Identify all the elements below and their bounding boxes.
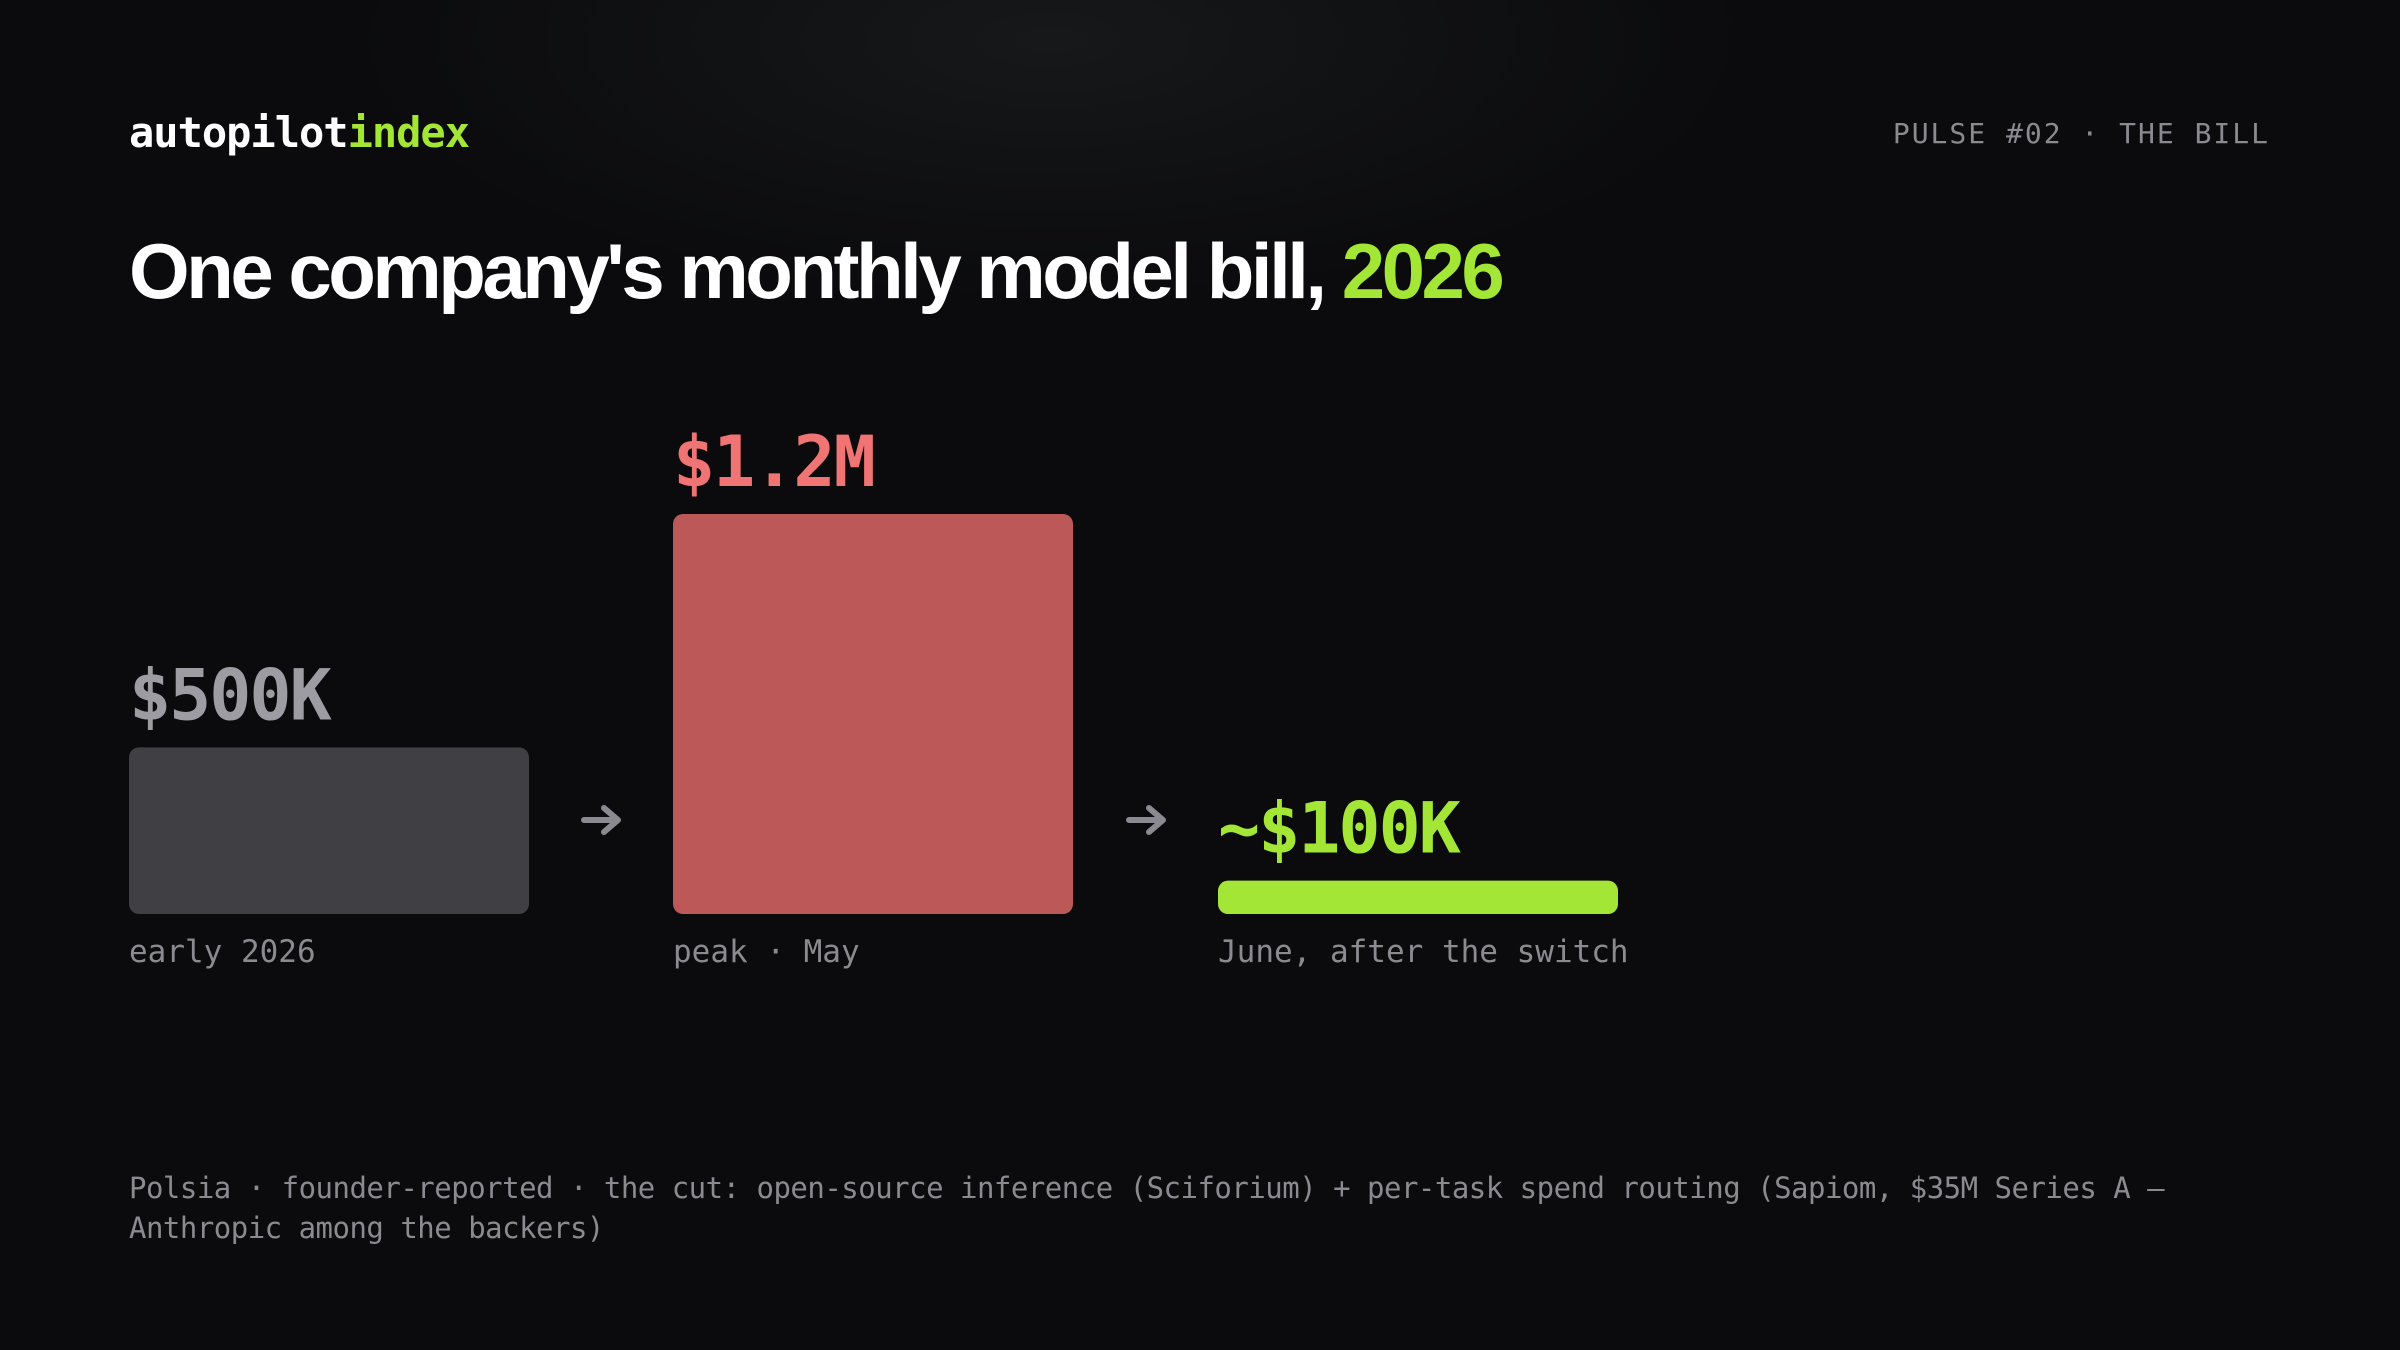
footnote: Polsia · founder-reported · the cut: ope… [129, 1171, 2165, 1245]
category-label: June, after the switch [1218, 934, 1629, 970]
bar [129, 747, 529, 914]
header-tag: PULSE #02 · THE BILL [1892, 117, 2270, 150]
category-label: early 2026 [129, 934, 316, 970]
category-label: peak · May [673, 934, 860, 970]
brand: autopilotindex [129, 108, 470, 157]
brand-name: autopilot [129, 108, 349, 157]
arrow [1126, 805, 1166, 835]
title-highlight: 2026 [1341, 227, 1505, 315]
title-text: One company's monthly model bill, [129, 227, 1327, 315]
brand-accent: index [347, 108, 470, 157]
arrow [581, 805, 621, 835]
bar [1218, 880, 1618, 914]
bar [673, 514, 1073, 914]
value-label: $1.2M [673, 421, 874, 503]
arrows [581, 805, 1166, 835]
chart-title: One company's monthly model bill, 2026 [129, 226, 1505, 317]
value-label: $500K [129, 654, 332, 736]
value-label: ~$100K [1218, 788, 1461, 870]
